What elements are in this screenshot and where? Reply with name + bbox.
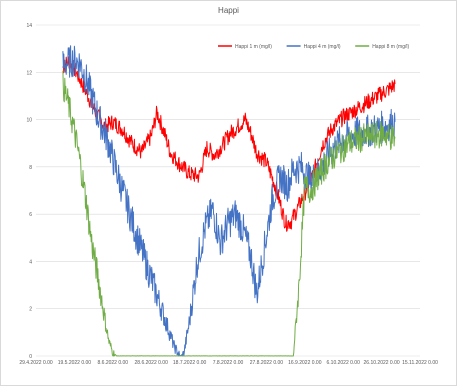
y-tick-label: 4 [29,259,32,265]
x-tick-label: 19.5.2022 0.00 [58,360,92,366]
series-line-1 [62,55,396,232]
x-tick-label: 28.6.2022 0.00 [135,360,169,366]
series-line-2 [62,45,396,357]
x-tick-label: 16.9.2022 0.00 [288,360,322,366]
x-tick-label: 18.7.2022 0.00 [173,360,207,366]
legend-label-2: Happi 4 m (mg/l) [304,44,341,50]
y-tick-label: 0 [29,354,32,360]
x-tick-label: 6.10.2022 0.00 [327,360,361,366]
gridlines [36,24,420,357]
x-tick-label: 26.10.2022 0.00 [364,360,400,366]
y-tick-label: 6 [29,212,32,218]
x-axis-ticks: 29.4.2022 0.00 19.5.2022 0.00 8.6.2022 0.0… [19,360,438,366]
y-tick-label: 2 [29,307,32,313]
y-axis-ticks: 0 2 4 6 8 10 12 14 [26,23,32,360]
y-tick-label: 8 [29,165,32,171]
x-tick-label: 27.8.2022 0.00 [250,360,284,366]
legend-label-1: Happi 1 m (mg/l) [235,44,272,50]
y-tick-label: 12 [26,70,32,76]
x-tick-label: 29.4.2022 0.00 [19,360,53,366]
chart-title: Happi [218,6,239,15]
legend: Happi 1 m (mg/l) Happi 4 m (mg/l) Happi 8 … [218,44,409,50]
x-tick-label: 7.8.2022 0.00 [213,360,244,366]
series-group [62,45,396,357]
legend-label-3: Happi 8 m (mg/l) [372,44,409,50]
x-tick-label: 15.11.2022 0.00 [402,360,438,366]
series-line-3 [62,70,396,357]
y-tick-label: 14 [26,23,32,29]
x-tick-label: 8.6.2022 0.00 [98,360,129,366]
y-tick-label: 10 [26,118,32,124]
